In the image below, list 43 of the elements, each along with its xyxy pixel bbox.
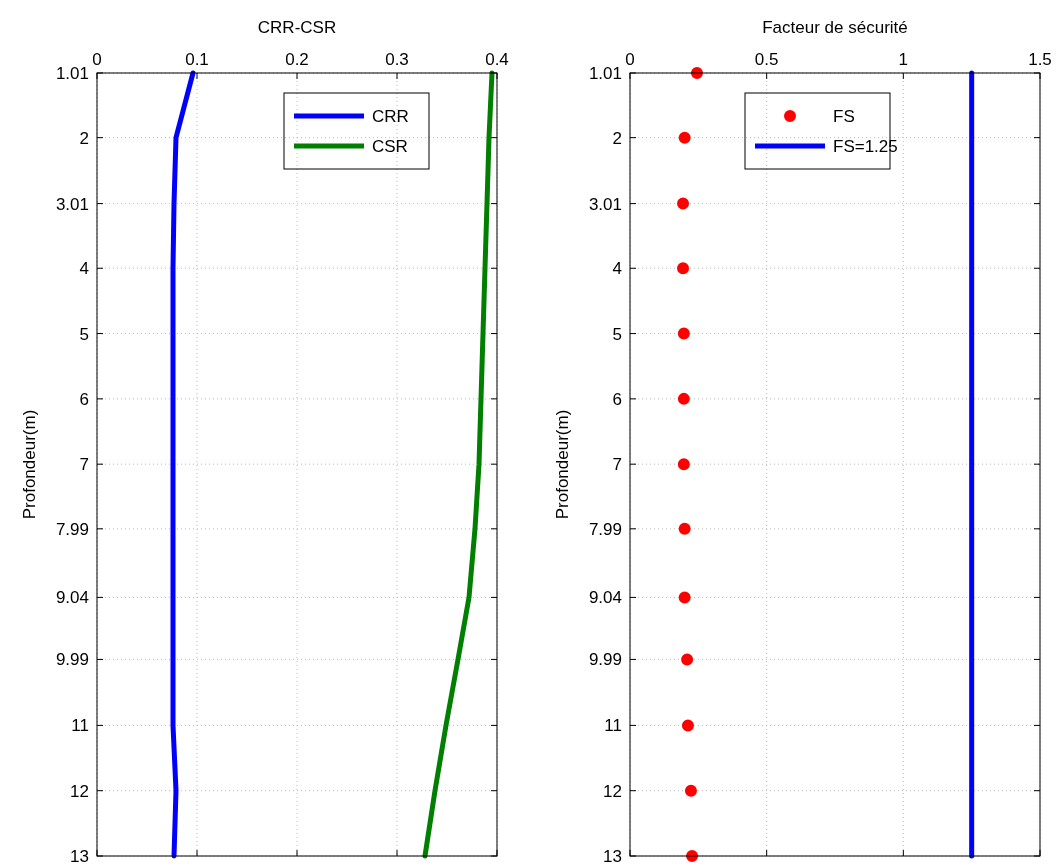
y-tick-label: 4 [612,259,622,279]
y-tick-label: 3.01 [55,194,89,214]
x-tick-label: 0.4 [485,50,509,69]
legend-label: FS=1.25 [833,137,898,156]
y-tick-label: 9.99 [55,650,89,670]
legend-label: CRR [372,107,409,126]
y-tick-label: 3.01 [588,194,622,214]
y-tick-label: 12 [70,781,89,801]
chart-title: Facteur de sécurité [762,18,908,37]
y-tick-label: 9.99 [588,650,622,670]
y-axis-title: Profondeur(m) [553,409,572,520]
legend-label: FS [833,107,855,126]
y-tick-label: 11 [71,716,89,736]
y-tick-label: 6 [79,389,89,409]
y-tick-label: 9.04 [588,588,622,608]
x-tick-label: 0 [92,50,102,69]
x-tick-label: 0 [625,50,635,69]
x-tick-label: 0.2 [285,50,309,69]
legend-label: CSR [372,137,408,156]
y-tick-label: 2 [612,128,622,148]
y-tick-label: 1.01 [588,64,622,83]
y-tick-label: 7.99 [55,519,89,539]
y-tick-label: 7 [612,455,622,475]
y-axis-title: Profondeur(m) [20,409,39,520]
y-tick-label: 4 [79,259,89,279]
x-tick-label: 0.1 [185,50,209,69]
y-tick-label: 11 [604,716,622,736]
y-tick-label: 5 [79,324,89,344]
y-tick-label: 12 [603,781,622,801]
y-tick-label: 9.04 [55,588,89,608]
y-tick-label: 13 [603,847,622,866]
y-tick-label: 5 [612,324,622,344]
chart-title: CRR-CSR [257,18,337,37]
y-tick-label: 6 [612,389,622,409]
y-tick-label: 13 [70,847,89,866]
y-tick-label: 7 [79,455,89,475]
y-tick-label: 1.01 [55,64,89,83]
y-tick-label: 2 [79,128,89,148]
x-tick-label: 0.3 [385,50,409,69]
x-tick-label: 0.5 [754,50,779,69]
y-tick-label: 7.99 [588,519,622,539]
x-tick-label: 1.5 [1028,50,1052,69]
x-tick-label: 1 [898,50,909,69]
